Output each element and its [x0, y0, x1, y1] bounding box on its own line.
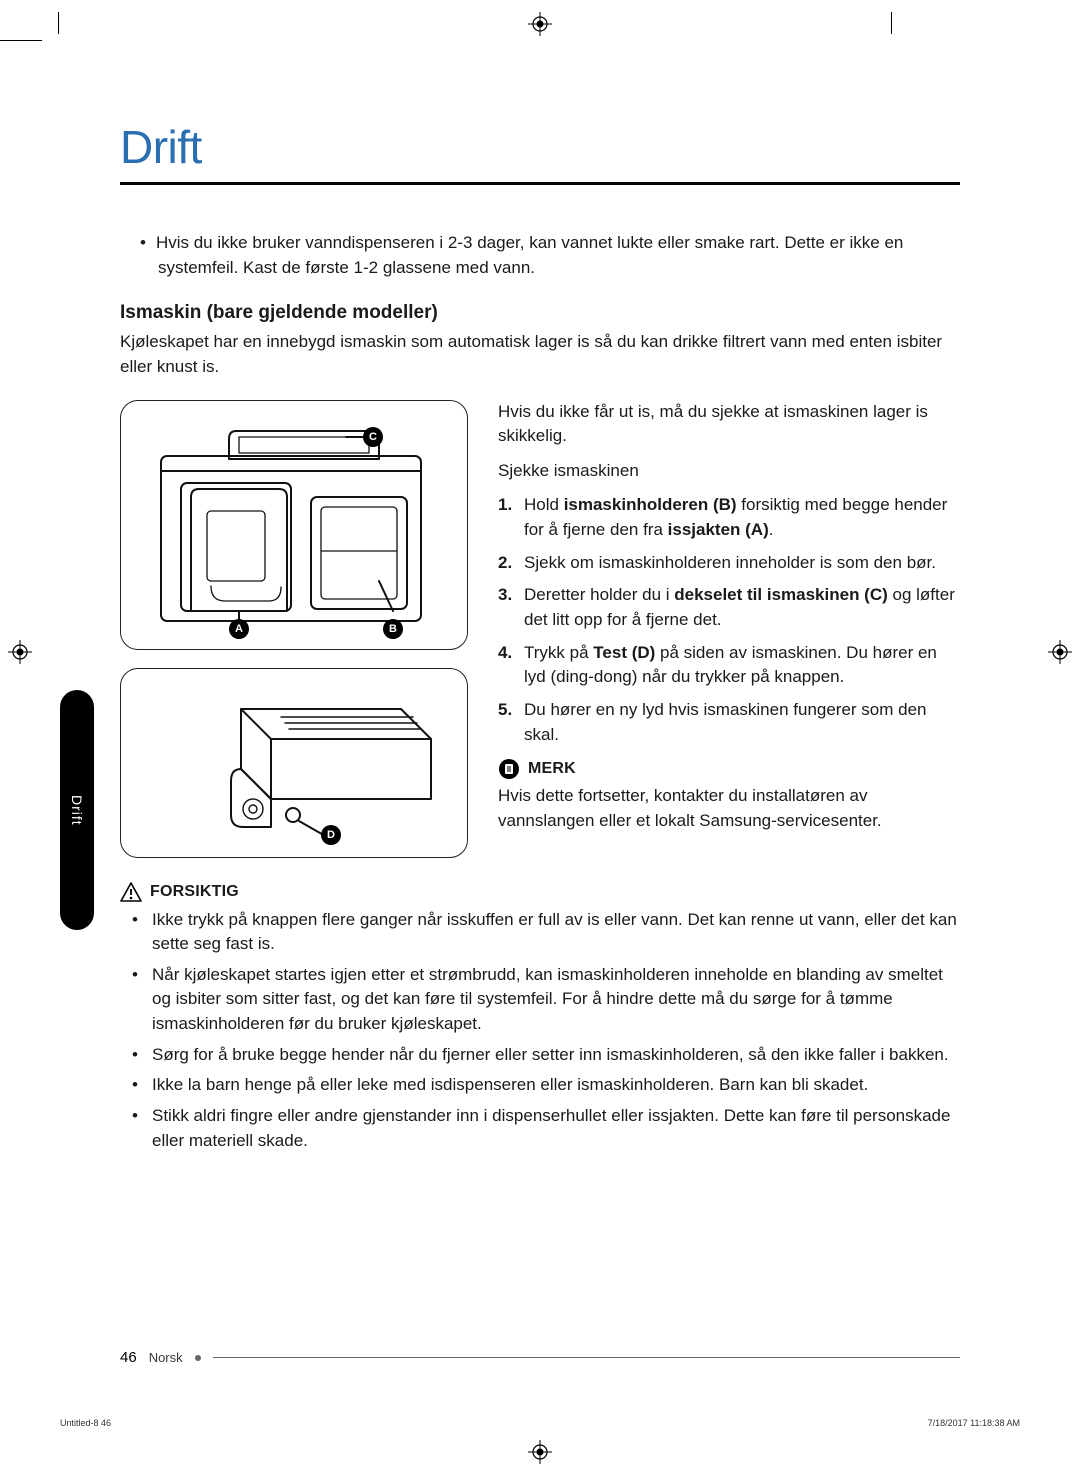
- note-icon: [498, 758, 520, 780]
- caution-item: Ikke la barn henge på eller leke med isd…: [150, 1073, 960, 1098]
- footer-language: Norsk: [149, 1350, 183, 1365]
- section-tab-label: Drift: [69, 795, 85, 826]
- registration-mark-icon: [1048, 640, 1072, 669]
- step-1: Hold ismaskinholderen (B) forsiktig med …: [524, 493, 960, 542]
- step-5: Du hører en ny lyd hvis ismaskinen funge…: [524, 698, 960, 747]
- caution-label: FORSIKTIG: [150, 883, 239, 901]
- intro-bullet-list: Hvis du ikke bruker vanndispenseren i 2-…: [150, 231, 960, 280]
- step-4: Trykk på Test (D) på siden av ismaskinen…: [524, 641, 960, 690]
- ice-bucket-illustration: [121, 401, 469, 651]
- callout-d: D: [321, 825, 341, 845]
- caution-item: Når kjøleskapet startes igjen etter et s…: [150, 963, 960, 1037]
- footer-rule: [213, 1357, 960, 1358]
- callout-a: A: [229, 619, 249, 639]
- page-footer: 46 Norsk: [120, 1349, 960, 1366]
- caution-item: Stikk aldri fingre eller andre gjenstand…: [150, 1104, 960, 1153]
- registration-mark-icon: [8, 640, 32, 669]
- caution-item: Ikke trykk på knappen flere ganger når i…: [150, 908, 960, 957]
- crop-marks-top: [0, 12, 1080, 42]
- right-intro-paragraph: Hvis du ikke får ut is, må du sjekke at …: [498, 400, 960, 449]
- section-tab: Drift: [60, 690, 94, 930]
- imprint-row: Untitled-8 46 7/18/2017 11:18:38 AM: [60, 1418, 1020, 1428]
- registration-mark-icon: [528, 1440, 552, 1464]
- step-2: Sjekk om ismaskinholderen inneholder is …: [524, 551, 960, 576]
- chapter-title: Drift: [120, 120, 960, 185]
- figure-ice-bucket: C A B: [120, 400, 468, 650]
- note-body: Hvis dette fortsetter, kontakter du inst…: [498, 784, 960, 833]
- callout-c: C: [363, 427, 383, 447]
- caution-list: Ikke trykk på knappen flere ganger når i…: [120, 908, 960, 1154]
- step-3: Deretter holder du i dekselet til ismask…: [524, 583, 960, 632]
- note-label: MERK: [528, 757, 576, 780]
- ice-maker-illustration: [121, 669, 469, 859]
- section-lead-paragraph: Kjøleskapet har en innebygd ismaskin som…: [120, 330, 960, 379]
- crop-marks-bottom: [0, 1434, 1080, 1464]
- callout-b: B: [383, 619, 403, 639]
- footer-dot-icon: [195, 1355, 201, 1361]
- caution-item: Sørg for å bruke begge hender når du fje…: [150, 1043, 960, 1068]
- page-number: 46: [120, 1349, 137, 1366]
- imprint-left: Untitled-8 46: [60, 1418, 111, 1428]
- registration-mark-icon: [528, 12, 552, 36]
- check-heading: Sjekke ismaskinen: [498, 459, 960, 484]
- imprint-right: 7/18/2017 11:18:38 AM: [928, 1418, 1020, 1428]
- figure-ice-maker: D: [120, 668, 468, 858]
- caution-icon: [120, 882, 142, 902]
- intro-bullet-item: Hvis du ikke bruker vanndispenseren i 2-…: [150, 231, 960, 280]
- section-subheading: Ismaskin (bare gjeldende modeller): [120, 302, 960, 324]
- steps-list: Hold ismaskinholderen (B) forsiktig med …: [498, 493, 960, 747]
